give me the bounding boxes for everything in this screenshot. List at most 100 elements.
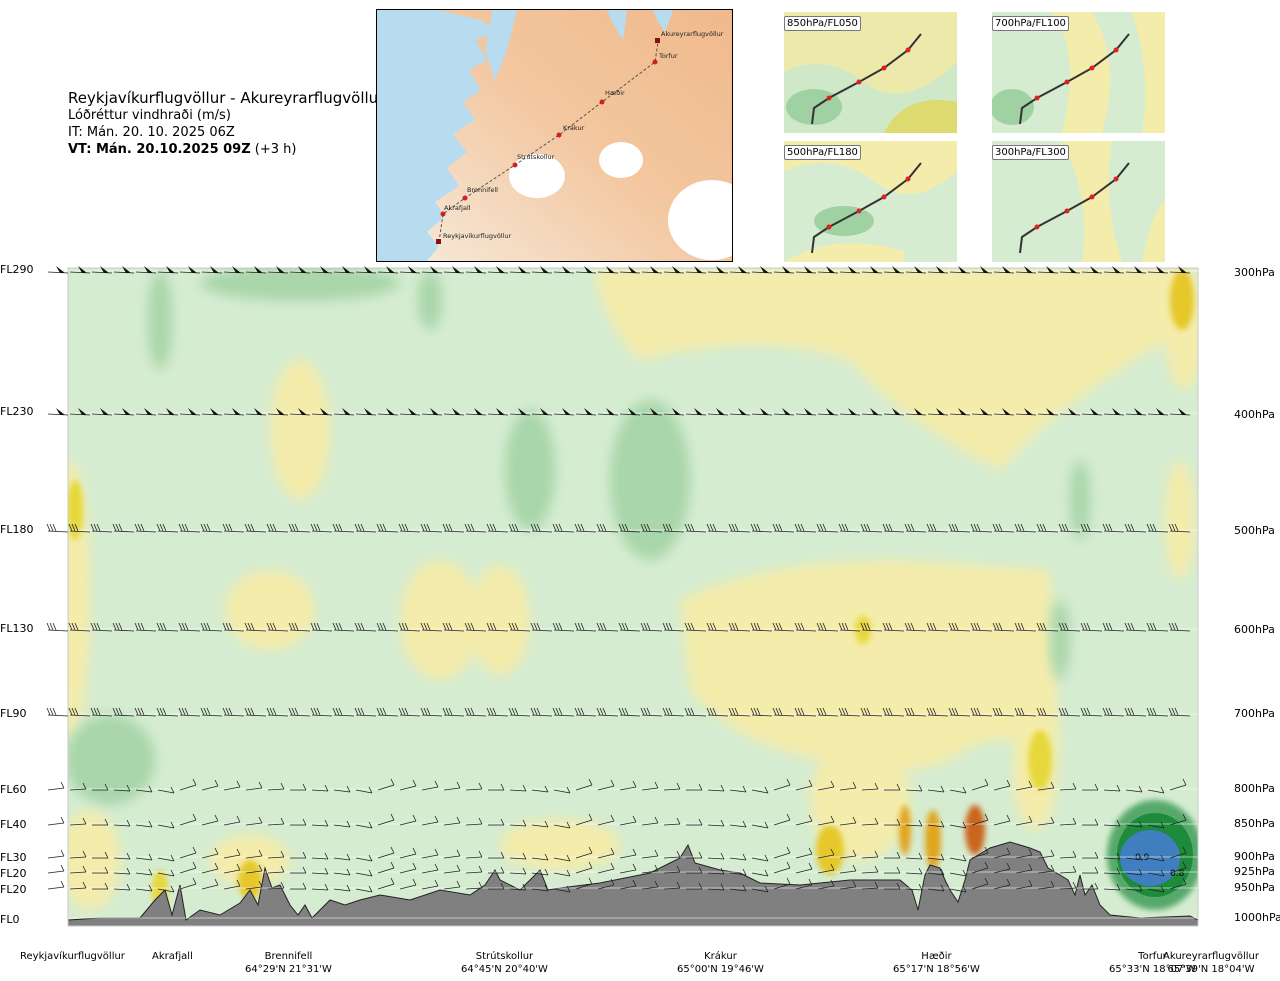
wind-barb bbox=[641, 880, 659, 890]
wind-barb bbox=[905, 852, 923, 860]
wind-barb bbox=[398, 622, 421, 632]
wind-barb bbox=[266, 622, 289, 632]
wind-barb bbox=[884, 851, 901, 859]
wind-barb bbox=[992, 622, 1015, 632]
wind-barb bbox=[707, 883, 725, 891]
wind-barb bbox=[69, 817, 87, 826]
wind-barb bbox=[949, 821, 967, 829]
wind-barb bbox=[157, 266, 179, 274]
wind-barb bbox=[47, 849, 65, 859]
wind-barb bbox=[641, 864, 659, 874]
wind-barb bbox=[355, 885, 373, 893]
station-coord: 64°45'N 20°40'W bbox=[461, 964, 548, 975]
thumbnail-700hpa[interactable]: 700hPa/FL100 bbox=[992, 12, 1165, 133]
wind-barb bbox=[443, 880, 461, 890]
wind-barb bbox=[1080, 523, 1103, 533]
wind-barb bbox=[1036, 622, 1059, 632]
wind-barb bbox=[1037, 781, 1055, 791]
wind-barb bbox=[156, 523, 179, 533]
wind-barb bbox=[993, 779, 1011, 791]
wind-barb bbox=[971, 846, 989, 859]
wind-barb bbox=[1103, 883, 1121, 891]
wind-barb bbox=[1146, 622, 1169, 632]
wind-barb bbox=[1058, 707, 1081, 717]
fl-label-fl20-925: FL20 bbox=[0, 867, 27, 880]
thumbnail-500hpa[interactable]: 500hPa/FL180 bbox=[784, 141, 957, 262]
wind-barb bbox=[927, 408, 949, 416]
wind-barb bbox=[244, 707, 267, 717]
wind-barb bbox=[1015, 863, 1033, 874]
wind-barb bbox=[575, 877, 593, 890]
wind-barb bbox=[993, 847, 1011, 859]
wind-barb bbox=[729, 884, 747, 892]
route-line bbox=[438, 41, 659, 243]
station-brennifell: Brennifell 64°29'N 21°31'W bbox=[245, 950, 332, 976]
wind-barb bbox=[707, 784, 725, 792]
wind-barb bbox=[663, 850, 681, 859]
wind-barb bbox=[597, 779, 615, 791]
wind-barb bbox=[728, 523, 751, 533]
wind-barb bbox=[530, 707, 553, 717]
wind-barb bbox=[927, 868, 945, 876]
wind-barb bbox=[795, 266, 817, 274]
wind-barb bbox=[663, 881, 681, 890]
ascent-regions-mid bbox=[68, 268, 1090, 805]
wind-barb bbox=[970, 523, 993, 533]
wind-barb bbox=[354, 622, 377, 632]
thumbnail-300hpa[interactable]: 300hPa/FL300 bbox=[992, 141, 1165, 262]
wind-barb bbox=[92, 783, 109, 791]
wind-barb bbox=[861, 850, 879, 859]
wind-barb bbox=[223, 815, 241, 826]
wind-barb bbox=[1124, 622, 1147, 632]
wind-barb bbox=[817, 780, 835, 791]
wind-barb bbox=[861, 408, 883, 416]
map-label-brennifell: Brennifell bbox=[467, 186, 498, 194]
wind-barb bbox=[552, 707, 575, 717]
wind-barb bbox=[1147, 266, 1169, 274]
wind-barb bbox=[662, 707, 685, 717]
wind-barb bbox=[575, 778, 593, 791]
wind-barb bbox=[553, 854, 571, 862]
wind-barb bbox=[1081, 266, 1103, 274]
wind-barb bbox=[861, 782, 879, 791]
wind-barb bbox=[795, 878, 813, 890]
station-name: Akureyrarflugvöllur bbox=[1163, 951, 1260, 962]
wind-barb bbox=[1168, 622, 1191, 632]
fl-label-fl0: FL0 bbox=[0, 913, 20, 926]
wind-barb bbox=[1169, 861, 1187, 874]
wind-barb bbox=[949, 786, 967, 794]
wind-barb bbox=[619, 815, 637, 826]
wind-barb bbox=[1082, 818, 1099, 826]
wind-barb bbox=[641, 849, 659, 859]
wind-barb bbox=[69, 782, 87, 791]
waypoint-marker-strutskollur bbox=[512, 162, 518, 168]
wind-barb bbox=[882, 523, 905, 533]
fjord-water bbox=[485, 10, 517, 80]
wind-barb bbox=[553, 821, 571, 829]
wind-barb bbox=[531, 820, 549, 828]
wind-barb bbox=[464, 523, 487, 533]
wind-barb bbox=[245, 816, 263, 826]
wind-barb bbox=[509, 408, 531, 416]
wind-barb bbox=[597, 408, 619, 416]
wind-barb bbox=[839, 266, 861, 274]
wind-barb bbox=[421, 266, 443, 274]
wind-barb bbox=[377, 813, 395, 826]
wind-barb bbox=[883, 408, 905, 416]
wind-barb bbox=[1103, 819, 1121, 827]
wind-barb bbox=[729, 408, 751, 416]
wind-barb bbox=[707, 852, 725, 860]
wind-barb bbox=[290, 818, 307, 826]
wind-barb bbox=[993, 862, 1011, 874]
wind-barb bbox=[178, 707, 201, 717]
wind-barb bbox=[838, 523, 861, 533]
wind-barb bbox=[1169, 813, 1187, 826]
hpa-label-600: 600hPa bbox=[1234, 623, 1275, 636]
wind-barb bbox=[135, 868, 153, 876]
wind-barb bbox=[839, 849, 857, 859]
thumbnail-850hpa[interactable]: 850hPa/FL050 bbox=[784, 12, 957, 133]
wind-barb bbox=[333, 266, 355, 274]
wind-barb bbox=[574, 707, 597, 717]
wind-barb bbox=[1125, 853, 1143, 861]
